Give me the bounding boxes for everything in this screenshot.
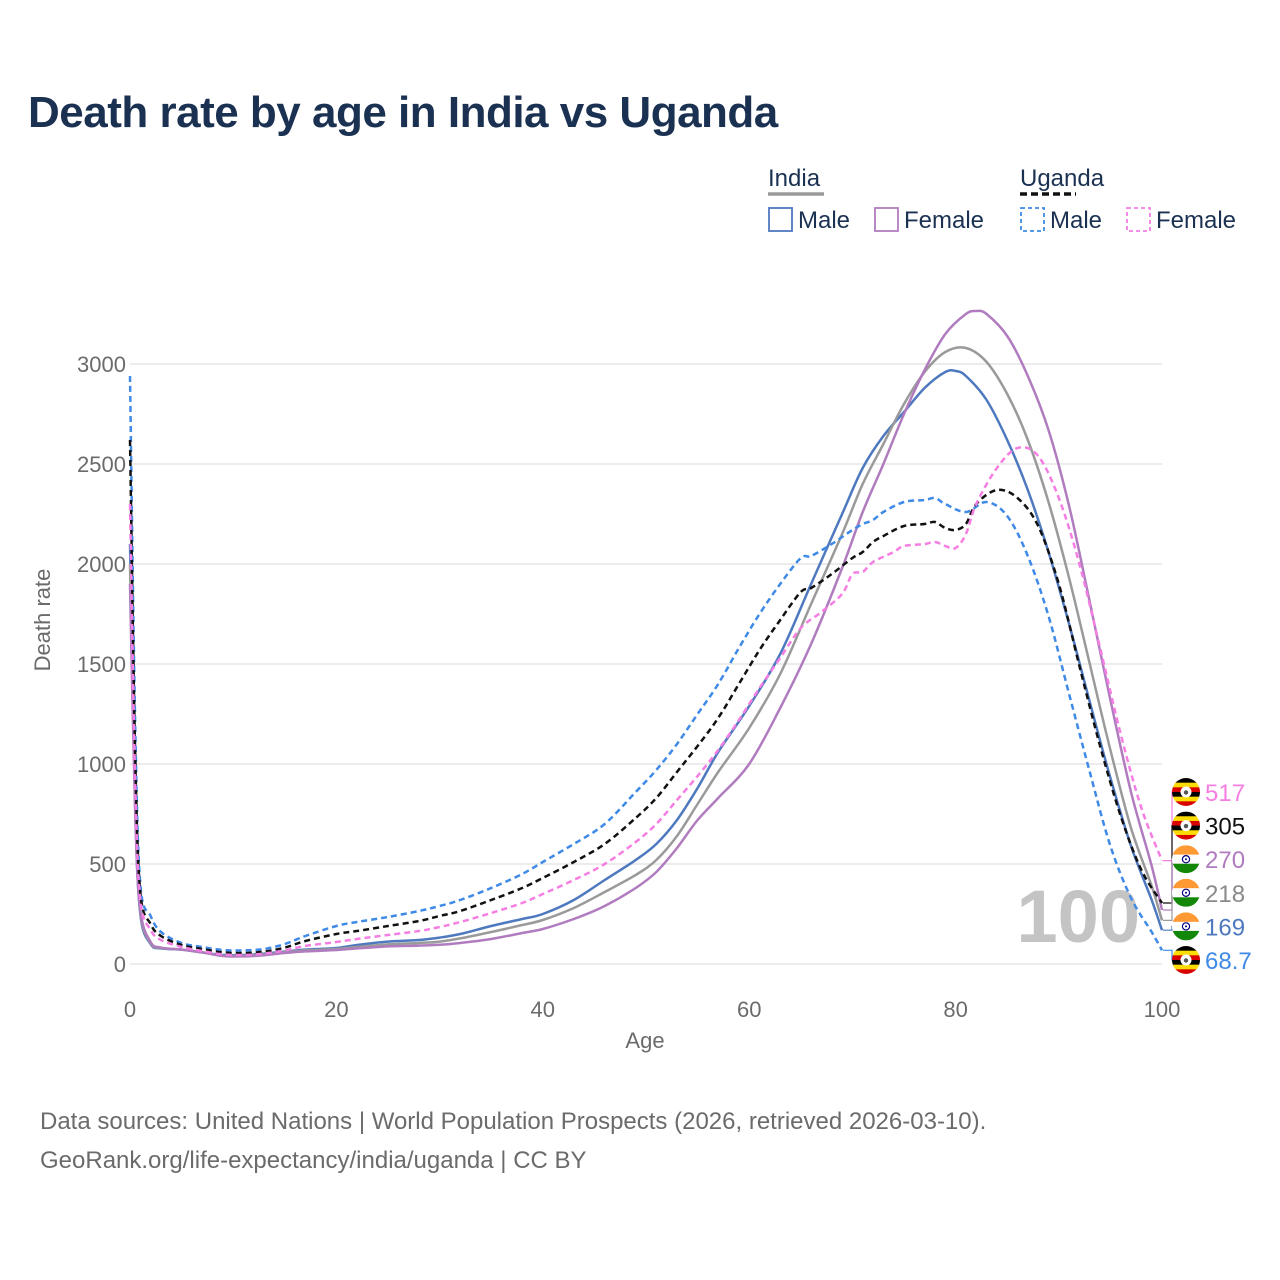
legend-swatch bbox=[1126, 207, 1151, 232]
end-labels: 517 305 270 218 169 68.7 bbox=[1163, 778, 1252, 975]
uganda-flag-icon bbox=[1172, 946, 1200, 974]
india-female-line bbox=[128, 309, 1164, 958]
footer-sources: Data sources: United Nations | World Pop… bbox=[40, 1108, 987, 1135]
legend: India Male Female Uganda Male Female bbox=[768, 165, 1236, 234]
end-value-label: 517 bbox=[1205, 780, 1245, 807]
legend-entry-label: Male bbox=[798, 207, 850, 234]
x-tick-label: 40 bbox=[531, 997, 555, 1022]
y-axis-label: Death rate bbox=[30, 569, 55, 672]
legend-entry-label: Female bbox=[1156, 207, 1236, 234]
current-age-label: 100 bbox=[1017, 875, 1140, 958]
y-tick-label: 1000 bbox=[77, 752, 126, 777]
legend-group-label: Uganda bbox=[1020, 165, 1105, 192]
legend-entry-label: Male bbox=[1050, 207, 1102, 234]
legend-swatch bbox=[768, 207, 793, 232]
india-flag-icon bbox=[1172, 845, 1200, 874]
x-axis-label: Age bbox=[625, 1028, 664, 1053]
uganda-flag-icon bbox=[1172, 778, 1200, 806]
end-value-label: 305 bbox=[1205, 814, 1245, 841]
page-title: Death rate by age in India vs Uganda bbox=[28, 88, 778, 137]
india-flag-icon bbox=[1172, 878, 1200, 907]
x-tick-label: 0 bbox=[124, 997, 136, 1022]
uganda-total-line bbox=[128, 439, 1164, 955]
grid bbox=[130, 363, 1162, 965]
uganda-flag-icon bbox=[1172, 811, 1200, 840]
series-layer bbox=[128, 309, 1164, 958]
x-tick-label: 60 bbox=[737, 997, 761, 1022]
x-tick-label: 80 bbox=[943, 997, 967, 1022]
y-axis: 0 500 1000 1500 2000 2500 3000 bbox=[77, 352, 126, 977]
end-value-label: 169 bbox=[1205, 914, 1245, 941]
legend-entry-label: Female bbox=[904, 207, 984, 234]
uganda-female-line bbox=[128, 445, 1164, 957]
x-axis: 0 20 40 60 80 100 bbox=[124, 997, 1180, 1022]
death-rate-chart: 0 500 1000 1500 2000 2500 3000 0 20 40 60 80 100 De… bbox=[30, 165, 1252, 1053]
end-value-label: 218 bbox=[1205, 881, 1245, 908]
legend-swatch bbox=[874, 207, 899, 232]
legend-group-label: India bbox=[768, 165, 821, 192]
india-flag-icon bbox=[1172, 912, 1200, 941]
y-tick-label: 1500 bbox=[77, 652, 126, 677]
y-tick-label: 2000 bbox=[77, 552, 126, 577]
y-tick-label: 3000 bbox=[77, 352, 126, 377]
footer-site[interactable]: GeoRank.org/life-expectancy/india/uganda… bbox=[40, 1147, 587, 1174]
legend-swatch bbox=[1020, 207, 1045, 232]
y-tick-label: 500 bbox=[89, 852, 126, 877]
end-value-label: 68.7 bbox=[1205, 948, 1252, 975]
uganda-male-line bbox=[128, 375, 1164, 952]
x-tick-label: 100 bbox=[1144, 997, 1181, 1022]
y-tick-label: 0 bbox=[114, 952, 126, 977]
x-tick-label: 20 bbox=[324, 997, 348, 1022]
end-value-label: 270 bbox=[1205, 847, 1245, 874]
y-tick-label: 2500 bbox=[77, 452, 126, 477]
